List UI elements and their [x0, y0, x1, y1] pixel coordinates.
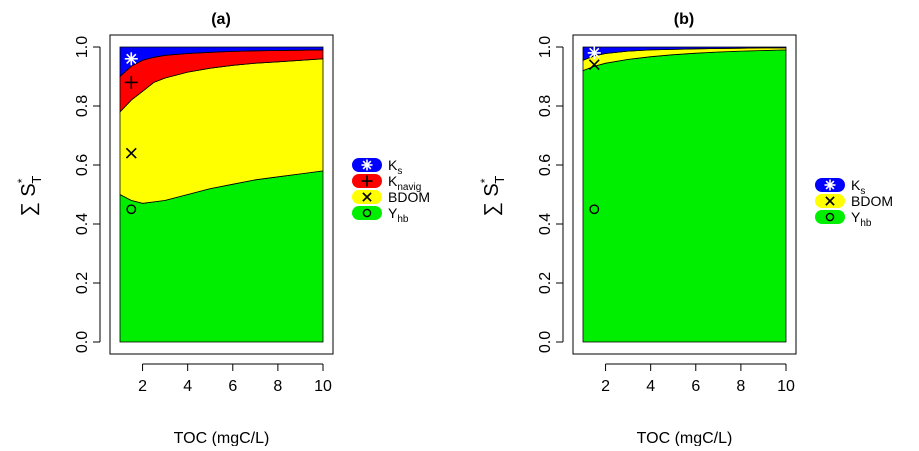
chart-panel-a: 2 4 6 8 10 TOC (mgC/L) 0.0 0.2 0.4 0.6 0.8 1.0 ∑ S*T…	[15, 11, 430, 447]
area-yhb	[582, 49, 787, 343]
marker-bdom	[588, 59, 600, 71]
plot-frame	[109, 34, 334, 355]
x-tick-label: 10	[314, 378, 332, 395]
legend-symbol	[361, 175, 373, 187]
marker-bdom	[125, 147, 137, 159]
legend-item-bdom: BDOM	[352, 189, 430, 205]
y-tick-label: 1.0	[74, 36, 91, 58]
x-tick-label: 10	[777, 378, 795, 395]
legend-symbol	[362, 208, 372, 218]
legend-symbol	[824, 179, 836, 191]
x-tick-label: 2	[138, 378, 147, 395]
legend-item-yhb: Yhb	[352, 205, 409, 225]
y-tick-label: 0.0	[537, 331, 554, 353]
marker-yhb	[589, 204, 600, 215]
legend-symbol	[825, 196, 835, 206]
y-tick-label: 0.4	[537, 213, 554, 235]
legend-symbol	[361, 159, 373, 171]
y-tick-label: 0.6	[74, 154, 91, 176]
y-tick-label: 0.2	[537, 272, 554, 294]
legend-item-yhb: Yhb	[815, 209, 872, 229]
marker-yhb	[126, 204, 137, 215]
area-ks	[582, 46, 787, 61]
legend-label: BDOM	[851, 193, 893, 209]
y-axis-label: ∑ S*T	[15, 176, 44, 217]
x-tick-label: 8	[273, 378, 282, 395]
legend-swatch	[352, 206, 382, 220]
legend-label: Yhb	[388, 205, 409, 225]
x-axis-label: TOC (mgC/L)	[174, 430, 270, 446]
y-tick-label: 0.8	[74, 95, 91, 117]
y-tick-label: 0.0	[74, 331, 91, 353]
y-tick-label: 0.4	[74, 213, 91, 235]
x-axis-label: TOC (mgC/L)	[637, 430, 733, 446]
legend-label: Yhb	[851, 209, 872, 229]
marker-ks	[587, 46, 601, 60]
x-tick-label: 2	[601, 378, 610, 395]
marker-ks	[124, 52, 138, 66]
legend-swatch	[815, 210, 845, 224]
y-axis-label: ∑ S*T	[478, 176, 507, 217]
y-tick-label: 0.6	[537, 154, 554, 176]
legend-item-bdom: BDOM	[815, 193, 893, 209]
chart-title: (a)	[211, 11, 231, 28]
x-tick-label: 8	[736, 378, 745, 395]
x-tick-label: 6	[691, 378, 700, 395]
legend-symbol	[825, 212, 835, 222]
area-ks	[119, 46, 324, 78]
chart-title: (b)	[674, 11, 694, 28]
plot-frame	[572, 34, 797, 355]
x-tick-label: 4	[646, 378, 655, 395]
x-tick-label: 4	[183, 378, 192, 395]
y-tick-label: 1.0	[537, 36, 554, 58]
y-tick-label: 0.8	[537, 95, 554, 117]
x-tick-label: 6	[228, 378, 237, 395]
legend-label: BDOM	[388, 189, 430, 205]
legend-symbol	[362, 192, 372, 202]
y-tick-label: 0.2	[74, 272, 91, 294]
chart-panel-b: 2 4 6 8 10 TOC (mgC/L) 0.0 0.2 0.4 0.6 0.8 1.0 ∑ S*T…	[478, 11, 893, 447]
marker-knavig	[124, 75, 138, 89]
